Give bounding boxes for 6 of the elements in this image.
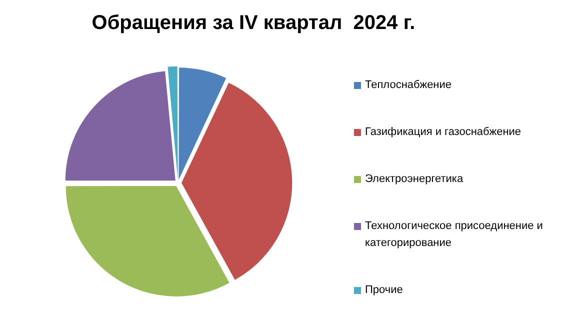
- legend-label: Технологическое присоединение и категорирование: [365, 219, 544, 251]
- legend-label: Газификация и газоснабжение: [365, 125, 522, 140]
- legend-label: Прочие: [365, 283, 403, 298]
- chart-title: Обращения за IV квартал 2024 г.: [90, 11, 416, 36]
- legend-label: Теплоснабжение: [365, 78, 452, 93]
- legend-label: Электроэнергетика: [365, 172, 464, 187]
